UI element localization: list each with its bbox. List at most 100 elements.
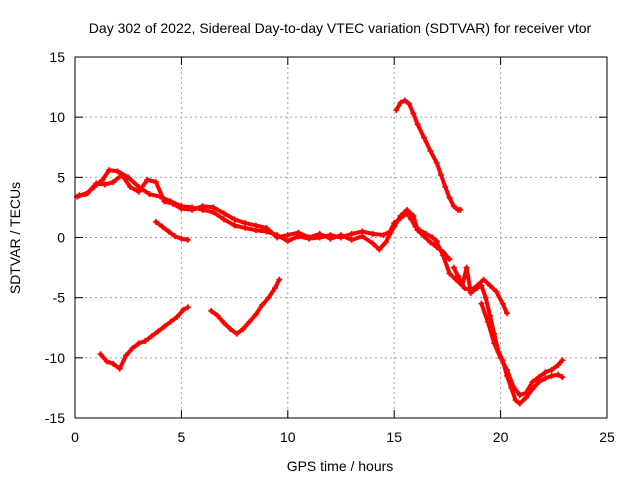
series-upper-band-a	[74, 167, 440, 245]
data-point	[123, 352, 130, 359]
x-tick-label: 20	[493, 429, 509, 445]
data-point	[110, 360, 117, 367]
data-point	[406, 100, 413, 107]
data-point	[316, 230, 323, 237]
data-point	[199, 203, 206, 210]
x-tick-label: 5	[178, 429, 186, 445]
data-point	[438, 171, 445, 178]
data-point	[442, 183, 449, 190]
data-point	[284, 232, 291, 239]
data-point	[446, 194, 453, 201]
series-decline-b	[450, 264, 510, 317]
data-point	[272, 285, 279, 292]
series-line	[451, 265, 509, 316]
data-point	[246, 318, 253, 325]
y-tick-label: -15	[45, 410, 65, 426]
data-point	[446, 256, 453, 263]
data-point	[169, 200, 176, 207]
data-point	[410, 212, 417, 219]
data-point	[359, 233, 366, 240]
data-point	[380, 232, 387, 239]
data-point	[231, 216, 238, 223]
data-point	[284, 238, 291, 245]
data-point	[440, 252, 447, 259]
data-point	[101, 181, 108, 188]
data-point	[397, 212, 404, 219]
data-point	[161, 323, 168, 330]
data-point	[135, 340, 142, 347]
data-point	[503, 310, 510, 317]
data-point	[114, 168, 121, 175]
data-point	[178, 205, 185, 212]
series-small-segment	[152, 218, 191, 243]
data-point	[493, 288, 500, 295]
data-point	[403, 206, 410, 213]
series-line	[479, 301, 565, 398]
data-point	[555, 362, 562, 369]
data-point	[146, 191, 153, 198]
data-point	[376, 246, 383, 253]
data-point	[516, 400, 523, 407]
data-point	[348, 230, 355, 237]
data-point	[393, 106, 400, 113]
series-upper-band-b	[76, 171, 453, 263]
data-point	[397, 99, 404, 106]
data-point	[491, 340, 498, 347]
data-point	[184, 236, 191, 243]
data-point	[391, 223, 398, 230]
data-point	[178, 235, 185, 242]
data-point	[242, 220, 249, 227]
data-point	[144, 176, 151, 183]
data-point	[510, 383, 517, 390]
x-tick-label: 25	[599, 429, 615, 445]
data-point	[274, 234, 281, 241]
data-point	[263, 224, 270, 231]
data-point	[184, 304, 191, 311]
data-point	[499, 300, 506, 307]
data-point	[220, 210, 227, 217]
data-point	[414, 121, 421, 128]
data-point	[401, 97, 408, 104]
data-point	[148, 333, 155, 340]
data-point	[467, 287, 474, 294]
data-point	[327, 235, 334, 242]
data-point	[93, 180, 100, 187]
data-point	[420, 233, 427, 240]
data-point	[125, 174, 132, 181]
data-point	[231, 222, 238, 229]
data-point	[103, 358, 110, 365]
data-point	[116, 365, 123, 372]
series-low-rise-left	[97, 304, 191, 372]
data-point	[542, 369, 549, 376]
data-point	[461, 285, 468, 292]
y-tick-label: 15	[49, 49, 65, 65]
y-axis-label: SDTVAR / TECUs	[7, 182, 23, 294]
data-point	[159, 223, 166, 230]
data-point	[548, 366, 555, 373]
data-point	[129, 345, 136, 352]
plot-frame	[74, 56, 608, 419]
y-tick-label: 10	[49, 109, 65, 125]
data-point	[106, 167, 113, 174]
data-point	[516, 392, 523, 399]
data-point	[480, 276, 487, 283]
data-point	[382, 239, 389, 246]
data-point	[478, 300, 485, 307]
data-point	[165, 228, 172, 235]
data-point	[97, 351, 104, 358]
data-point	[276, 276, 283, 283]
data-point	[535, 374, 542, 381]
data-point	[348, 236, 355, 243]
data-point	[369, 240, 376, 247]
data-point	[559, 374, 566, 381]
x-tick-label: 15	[386, 429, 402, 445]
data-point	[457, 206, 464, 213]
data-point	[84, 189, 91, 196]
data-point	[110, 179, 117, 186]
data-point	[135, 188, 142, 195]
data-point	[265, 294, 272, 301]
data-point	[152, 218, 159, 225]
data-point	[433, 159, 440, 166]
series-high-arc	[393, 97, 464, 213]
data-point	[474, 282, 481, 289]
